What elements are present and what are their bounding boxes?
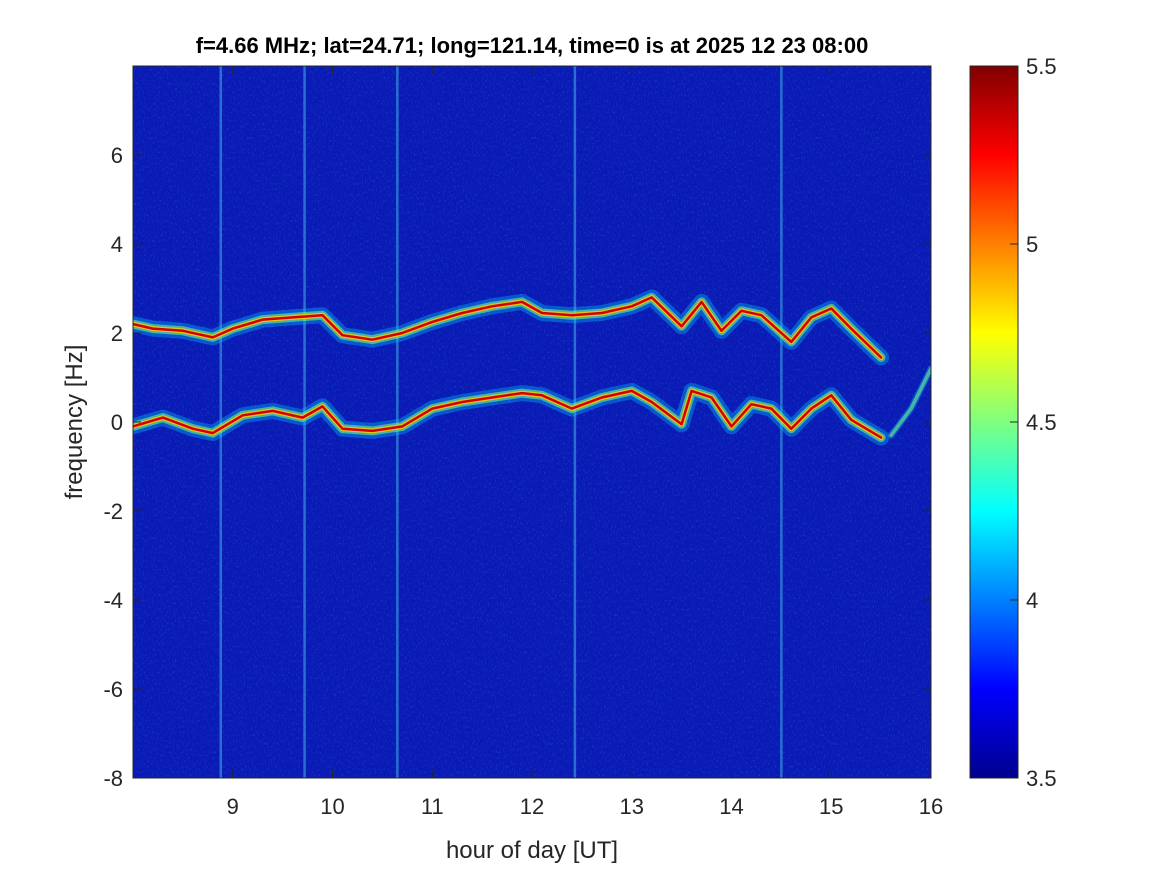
y-tick-label: 0 xyxy=(111,410,123,435)
heatmap-noise xyxy=(133,66,931,778)
echo-trace-1 xyxy=(133,296,883,359)
colorbar: 3.5 4 4.5 5 5.5 xyxy=(969,54,1057,791)
y-tick-label: 4 xyxy=(111,232,123,257)
x-axis-label: hour of day [UT] xyxy=(446,837,618,864)
y-tick-label: -8 xyxy=(103,766,123,791)
echo-trace-3 xyxy=(889,366,931,438)
x-tick-label: 15 xyxy=(819,794,843,819)
x-tick-label: 12 xyxy=(520,794,544,819)
echo-traces xyxy=(133,289,931,446)
colorbar-ticks: 3.5 4 4.5 5 5.5 xyxy=(1010,54,1057,791)
y-tick-label: -6 xyxy=(103,677,123,702)
y-axis-ticks: -8 -6 -4 -2 0 2 4 6 xyxy=(103,143,931,791)
echo-trace-2 xyxy=(133,389,883,439)
colorbar-tick-label: 3.5 xyxy=(1026,766,1057,791)
y-tick-label: -4 xyxy=(103,588,123,613)
x-tick-label: 9 xyxy=(227,794,239,819)
plot-area xyxy=(132,65,932,779)
chart-title: f=4.66 MHz; lat=24.71; long=121.14, time… xyxy=(196,33,869,58)
y-axis-label: frequency [Hz] xyxy=(61,345,88,500)
interference-stripes xyxy=(219,66,783,778)
x-axis-ticks: 9 10 11 12 13 14 15 16 xyxy=(227,66,943,819)
x-tick-label: 14 xyxy=(719,794,743,819)
x-tick-label: 10 xyxy=(320,794,344,819)
x-tick-label: 11 xyxy=(421,794,444,819)
y-tick-label: 6 xyxy=(111,143,123,168)
colorbar-tick-label: 4.5 xyxy=(1026,410,1057,435)
y-tick-label: 2 xyxy=(111,321,123,346)
colorbar-tick-label: 5.5 xyxy=(1026,54,1057,79)
x-tick-label: 13 xyxy=(620,794,644,819)
colorbar-tick-label: 5 xyxy=(1026,232,1038,257)
colorbar-tick-label: 4 xyxy=(1026,588,1038,613)
x-tick-label: 16 xyxy=(919,794,943,819)
y-tick-label: -2 xyxy=(103,499,123,524)
